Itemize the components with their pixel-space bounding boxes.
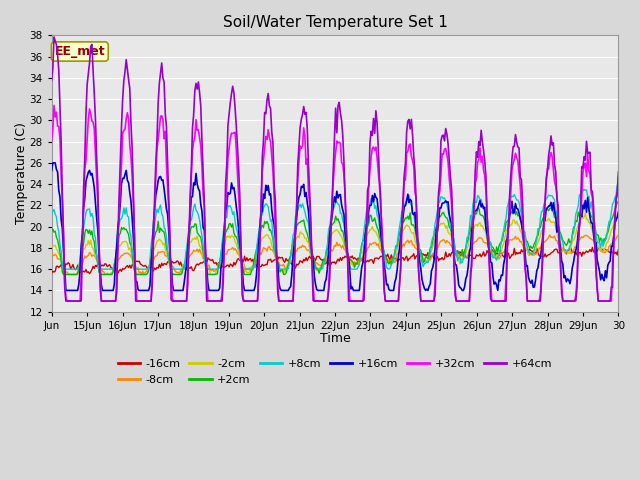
X-axis label: Time: Time — [319, 332, 351, 345]
Text: EE_met: EE_met — [54, 45, 105, 58]
Title: Soil/Water Temperature Set 1: Soil/Water Temperature Set 1 — [223, 15, 447, 30]
Legend: -16cm, -8cm, -2cm, +2cm, +8cm, +16cm, +32cm, +64cm: -16cm, -8cm, -2cm, +2cm, +8cm, +16cm, +3… — [113, 355, 557, 389]
Y-axis label: Temperature (C): Temperature (C) — [15, 122, 28, 225]
